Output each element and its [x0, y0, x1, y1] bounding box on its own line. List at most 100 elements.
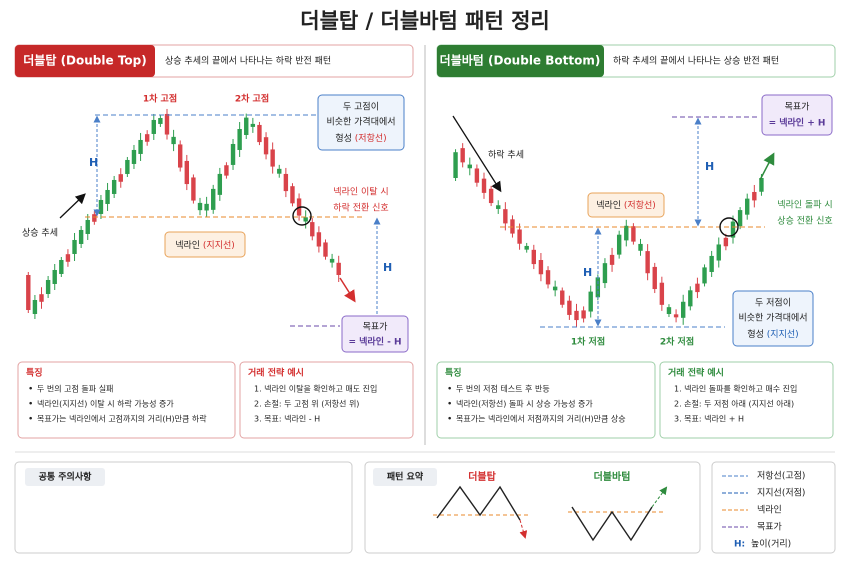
candle — [39, 294, 44, 302]
note-highlight: (저항선) — [355, 133, 387, 144]
summary-tag — [373, 468, 437, 486]
target: = 넥라인 + H — [769, 117, 826, 129]
candle — [211, 188, 216, 210]
candle — [680, 301, 686, 318]
candle — [32, 299, 38, 314]
candle — [111, 179, 117, 194]
candle — [588, 291, 593, 312]
legend-text: 지지선(저점) — [757, 487, 805, 499]
neckline-highlight: (저항선) — [624, 200, 656, 211]
note-highlight: (지지선) — [767, 329, 799, 340]
candle — [131, 149, 137, 164]
candle — [329, 258, 335, 263]
candle — [316, 232, 322, 247]
candle — [257, 124, 262, 143]
legend-key: H: — [734, 540, 745, 550]
summary-title: 패턴 요약 — [387, 471, 424, 483]
list-item: 목표가는 넥라인에서 저점까지의 거리(H)만큼 상승 — [456, 414, 626, 424]
note: 형성 — [335, 133, 352, 144]
candle — [118, 174, 123, 182]
candle — [709, 255, 714, 272]
list-item: 3. 목표: 넥라인 - H — [254, 414, 320, 424]
bullet: • — [447, 400, 452, 410]
note: 비슷한 가격대에서 — [326, 116, 395, 128]
candle — [105, 189, 110, 204]
candle — [737, 210, 743, 227]
list-item: 2. 손절: 두 저점 아래 (지지선 아래) — [674, 399, 794, 409]
title: 더블탑 / 더블바텀 패턴 정리 — [300, 9, 549, 33]
candle — [230, 143, 236, 165]
box-title: 거래 전략 예시 — [668, 367, 724, 379]
strategy-box — [659, 361, 834, 439]
badge-text: 더블탑 (Double Top) — [23, 53, 146, 68]
candle — [72, 239, 77, 254]
list-item: 목표가는 넥라인에서 고점까지의 거리(H)만큼 하락 — [37, 414, 207, 424]
candle — [616, 234, 622, 255]
candle — [531, 249, 537, 265]
neckline-label: 넥라인 — [596, 200, 621, 211]
candle — [310, 222, 315, 237]
features-box — [17, 361, 236, 439]
neckline-box — [164, 231, 246, 258]
candle — [290, 186, 295, 204]
note: 비슷한 가격대에서 — [738, 312, 807, 324]
candle — [283, 173, 289, 192]
trend-arrow — [59, 193, 86, 219]
candle — [144, 134, 150, 142]
candle — [666, 307, 672, 315]
note-box — [732, 290, 814, 347]
note: 형성 — [747, 329, 764, 340]
candle — [723, 237, 729, 247]
target: = 넥라인 - H — [348, 336, 401, 348]
candle — [184, 160, 190, 185]
candle — [158, 118, 163, 124]
candle — [138, 139, 143, 154]
candle — [488, 188, 494, 204]
down-arrow — [519, 519, 528, 539]
candle — [250, 123, 256, 127]
candle — [673, 314, 679, 318]
list-item: 두 번의 고점 돌파 실패 — [37, 384, 113, 394]
bottom-shape — [571, 506, 653, 542]
neckline-label: 넥라인 (지지선) — [175, 240, 235, 251]
peak-label: 2차 고점 — [235, 93, 269, 105]
caution-tag — [25, 468, 105, 486]
candle — [125, 159, 130, 174]
note: 형성 (저항선) — [335, 133, 386, 144]
bullet: • — [28, 385, 33, 395]
candle — [171, 136, 176, 145]
candle — [503, 209, 508, 224]
candle — [191, 177, 196, 201]
candle — [85, 219, 90, 234]
candle — [759, 178, 764, 192]
legend-text: 목표가 — [757, 522, 782, 533]
badge-text: 더블바텀 (Double Bottom) — [440, 53, 601, 68]
summary-label: 더블바텀 — [594, 470, 631, 483]
box-title: 거래 전략 예시 — [248, 367, 304, 379]
strategy-box — [239, 361, 414, 439]
bullet: • — [447, 385, 452, 395]
candle — [59, 259, 64, 274]
candle — [652, 266, 657, 290]
candle — [303, 217, 308, 222]
candle — [164, 113, 170, 135]
signal: 하락 전환 신호 — [333, 202, 388, 214]
list-item: 넥라인(저항선) 돌파 시 상승 가능성 증가 — [456, 399, 593, 409]
candle — [602, 263, 608, 284]
trend-label: 하락 추세 — [488, 149, 524, 161]
low-label: 1차 저점 — [571, 336, 605, 348]
list-item: 두 번의 저점 테스트 후 반등 — [456, 384, 550, 394]
down-arrow — [339, 277, 356, 303]
low-label: 2차 저점 — [660, 336, 694, 348]
candle — [517, 229, 522, 244]
candle — [204, 203, 209, 211]
trend-label: 상승 추세 — [22, 228, 58, 239]
candle — [277, 168, 282, 174]
candle — [645, 251, 650, 274]
legend-box — [711, 461, 836, 554]
h-label: H — [705, 160, 714, 173]
neckline-label: 넥라인 — [175, 240, 200, 251]
candle — [624, 225, 629, 241]
candle — [545, 270, 551, 285]
